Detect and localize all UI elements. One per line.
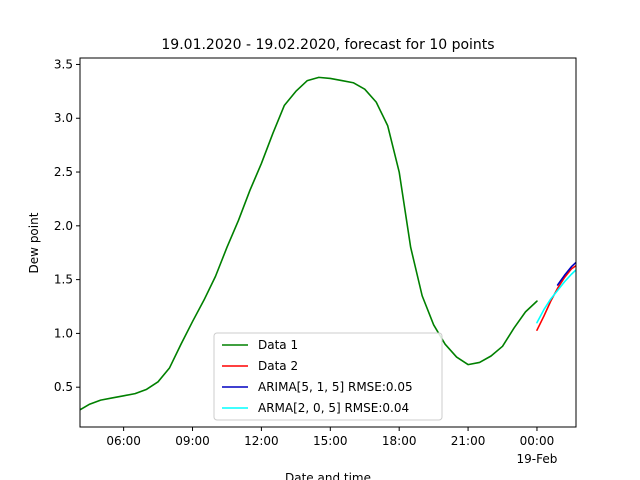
x-tick-label: 00:00	[520, 434, 555, 448]
legend-entry: ARMA[2, 0, 5] RMSE:0.04	[258, 401, 409, 415]
y-tick-label: 0.5	[54, 380, 73, 394]
y-tick-label: 2.0	[54, 219, 73, 233]
legend-box	[213, 332, 443, 421]
x-tick-sublabel: 19-Feb	[517, 452, 558, 466]
legend-entry: Data 1	[258, 338, 298, 352]
x-tick-label: 15:00	[313, 434, 348, 448]
legend-entry: Data 2	[258, 359, 298, 373]
x-tick-label: 12:00	[244, 434, 279, 448]
series-line-3	[556, 261, 576, 286]
series-line-1	[80, 76, 538, 411]
plot-area	[80, 76, 576, 411]
legend: Data 1 Data 2 ARIMA[5, 1, 5] RMSE:0.05 ARMA…	[213, 332, 443, 421]
y-axis: 0.5 1.0 1.5 2.0 2.5 3.0 3.5	[54, 57, 80, 394]
y-tick-label: 1.5	[54, 273, 73, 287]
x-tick-label: 18:00	[382, 434, 417, 448]
y-tick-label: 3.0	[54, 111, 73, 125]
series-line-4	[536, 269, 576, 324]
x-axis-label: Date and time	[285, 471, 371, 480]
y-tick-label: 1.0	[54, 326, 73, 340]
x-tick-label: 09:00	[175, 434, 210, 448]
x-axis: 06:00 09:00 12:00 15:00 18:00 21:00 00:00 19-Fe…	[106, 427, 557, 466]
series-line-2	[536, 264, 576, 331]
y-axis-label: Dew point	[27, 212, 41, 273]
y-tick-label: 2.5	[54, 165, 73, 179]
legend-entry: ARIMA[5, 1, 5] RMSE:0.05	[258, 380, 413, 394]
plot-frame	[79, 57, 577, 428]
x-tick-label: 21:00	[451, 434, 486, 448]
x-tick-label: 06:00	[106, 434, 141, 448]
chart-title: 19.01.2020 - 19.02.2020, forecast for 10…	[161, 37, 494, 53]
y-tick-label: 3.5	[54, 57, 73, 71]
